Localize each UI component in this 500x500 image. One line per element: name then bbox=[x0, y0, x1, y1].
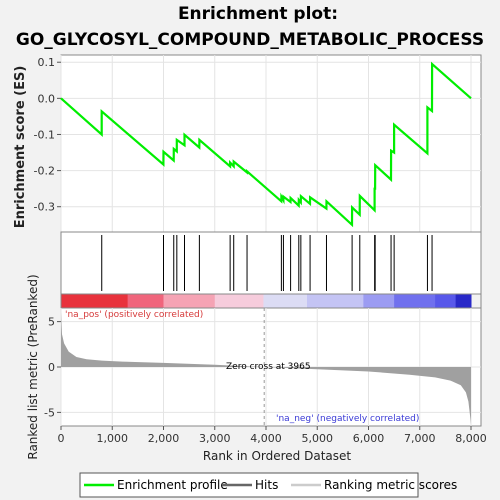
legend-enrichment-label: Enrichment profile bbox=[117, 478, 228, 492]
x-tick-label: 7,000 bbox=[404, 432, 436, 445]
chart-title-line1: Enrichment plot: bbox=[178, 4, 338, 24]
heat-band-segment bbox=[127, 294, 164, 308]
es-tick-label: 0.0 bbox=[38, 92, 56, 105]
x-tick-label: 8,000 bbox=[455, 432, 487, 445]
metric-tick-label: -5 bbox=[44, 406, 55, 419]
legend-hits-label: Hits bbox=[255, 478, 278, 492]
ranking-metric-area bbox=[61, 312, 471, 425]
metric-tick-label: 5 bbox=[48, 316, 55, 329]
heat-band-segment bbox=[363, 294, 395, 308]
es-axis-ticks: 0.1 0.0 -0.1 -0.2 -0.3 bbox=[34, 56, 61, 214]
legend-ranking-label: Ranking metric scores bbox=[324, 478, 457, 492]
heat-band-segment bbox=[455, 294, 472, 308]
legend: Enrichment profile Hits Ranking metric s… bbox=[79, 472, 457, 498]
x-tick-label: 2,000 bbox=[148, 432, 180, 445]
metric-axis-ticks: 5 0 -5 bbox=[44, 316, 61, 419]
es-tick-label: 0.1 bbox=[38, 56, 56, 69]
es-tick-label: -0.1 bbox=[34, 128, 55, 141]
heat-band-segment bbox=[394, 294, 436, 308]
hits-panel bbox=[60, 231, 482, 295]
neg-correlation-label: 'na_neg' (negatively correlated) bbox=[276, 414, 419, 424]
enrichment-profile-line bbox=[60, 61, 472, 228]
x-axis-label: Rank in Ordered Dataset bbox=[203, 449, 351, 463]
heat-band-segment bbox=[307, 294, 364, 308]
x-tick-label: 6,000 bbox=[353, 432, 385, 445]
pos-correlation-label: 'na_pos' (positively correlated) bbox=[65, 310, 203, 320]
heat-band-segment bbox=[163, 294, 216, 308]
x-tick-label: 1,000 bbox=[97, 432, 129, 445]
x-tick-label: 5,000 bbox=[302, 432, 334, 445]
es-tick-label: -0.3 bbox=[34, 201, 55, 214]
heat-band-segment bbox=[263, 294, 308, 308]
x-tick-label: 0 bbox=[58, 432, 65, 445]
es-panel bbox=[60, 54, 482, 233]
es-tick-label: -0.2 bbox=[34, 165, 55, 178]
hits-markers bbox=[101, 235, 433, 291]
chart-title-line2: GO_GLYCOSYL_COMPOUND_METABOLIC_PROCESS bbox=[16, 30, 484, 50]
metric-tick-label: 0 bbox=[48, 361, 55, 374]
heat-band-segment bbox=[435, 294, 457, 308]
x-axis-ticks: 0 1,000 2,000 3,000 4,000 5,000 6,000 7,000 8,00… bbox=[58, 426, 487, 445]
zero-cross-label: Zero cross at 3965 bbox=[226, 362, 311, 372]
x-tick-label: 3,000 bbox=[199, 432, 231, 445]
heat-band-segment bbox=[214, 294, 264, 308]
x-tick-label: 4,000 bbox=[250, 432, 282, 445]
es-axis-label: Enrichment score (ES) bbox=[13, 66, 28, 229]
ranking-heat-band bbox=[61, 294, 472, 308]
metric-axis-label: Ranked list metric (PreRanked) bbox=[26, 274, 40, 459]
heat-band-segment bbox=[61, 294, 129, 308]
es-gridlines bbox=[60, 55, 481, 232]
